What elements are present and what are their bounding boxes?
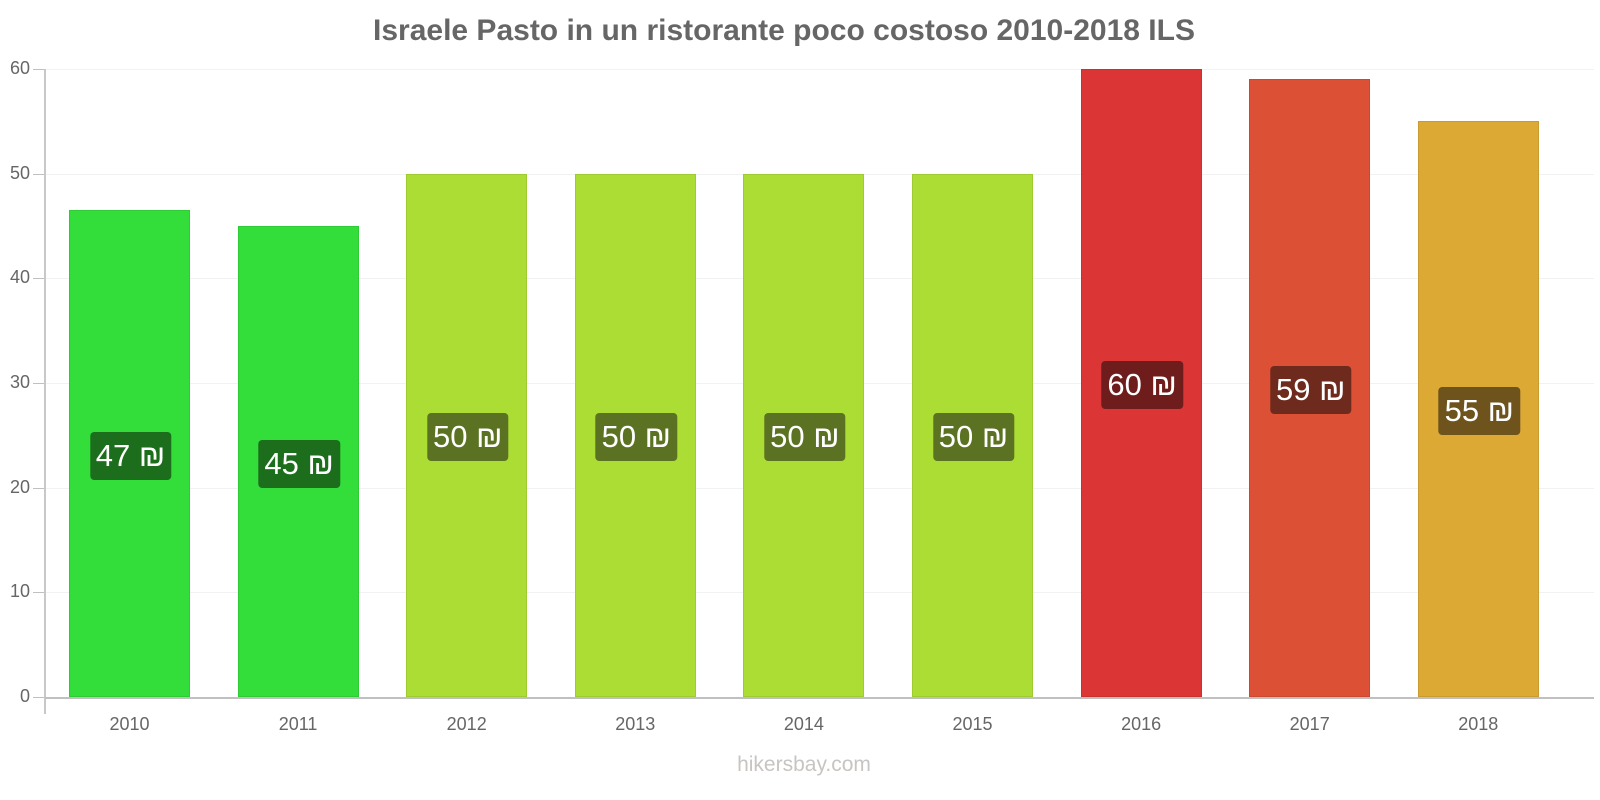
watermark: hikersbay.com xyxy=(737,753,871,776)
y-tick-mark xyxy=(33,592,45,594)
y-tick-label: 60 xyxy=(9,58,30,78)
data-label: 45 ₪ xyxy=(258,439,340,488)
data-label: 60 ₪ xyxy=(1101,361,1183,409)
data-label: 55 ₪ xyxy=(1438,387,1521,436)
y-tick-label: 50 xyxy=(9,162,30,183)
chart-title: Israele Pasto in un ristorante poco cost… xyxy=(373,14,1195,47)
grid-line xyxy=(45,69,1594,70)
y-tick-label: 0 xyxy=(19,686,30,706)
x-tick-label: 2016 xyxy=(1121,714,1162,734)
y-tick-mark xyxy=(33,383,45,384)
y-tick-mark xyxy=(33,278,45,280)
x-tick-label: 2018 xyxy=(1458,714,1499,734)
y-tick-mark xyxy=(33,173,45,175)
x-tick-label: 2013 xyxy=(615,714,656,734)
y-tick-label: 40 xyxy=(9,267,30,288)
x-tick-label: 2012 xyxy=(446,714,487,734)
y-tick-label: 30 xyxy=(9,372,30,392)
x-tick-label: 2014 xyxy=(783,714,824,734)
data-label: 50 ₪ xyxy=(426,413,509,462)
y-tick-mark xyxy=(33,487,45,489)
data-label: 50 ₪ xyxy=(595,413,678,462)
x-tick-label: 2010 xyxy=(109,714,150,734)
x-tick-label: 2017 xyxy=(1289,714,1330,734)
y-tick-label: 10 xyxy=(9,581,30,602)
data-label: 50 ₪ xyxy=(764,413,846,462)
y-axis-line xyxy=(44,69,46,714)
y-tick-mark xyxy=(33,69,45,70)
x-tick-label: 2011 xyxy=(278,714,318,734)
y-tick-label: 20 xyxy=(9,476,30,497)
data-label: 59 ₪ xyxy=(1269,366,1352,415)
y-tick-mark xyxy=(33,697,45,698)
x-tick-label: 2015 xyxy=(952,714,993,734)
data-label: 47 ₪ xyxy=(89,431,172,480)
data-label: 50 ₪ xyxy=(932,413,1015,462)
x-axis-line xyxy=(45,697,1594,699)
